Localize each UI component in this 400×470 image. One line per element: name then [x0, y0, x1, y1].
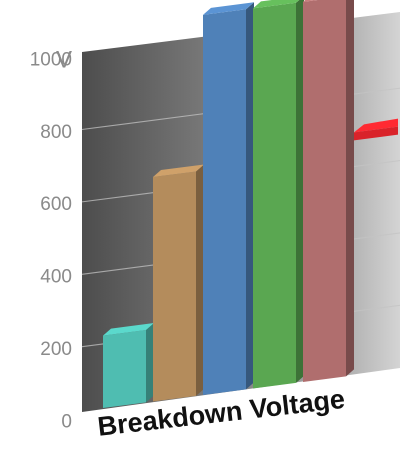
bar-front: [203, 9, 246, 396]
bar-side: [296, 0, 304, 383]
bar: [203, 2, 254, 396]
y-tick-label: 800: [40, 122, 72, 143]
y-tick-label: 400: [40, 267, 72, 288]
bar: [303, 0, 354, 382]
bar-front: [253, 2, 296, 389]
bar-side: [146, 323, 154, 403]
y-tick-label: 1000: [30, 49, 72, 70]
bar: [253, 0, 304, 389]
bar-front: [303, 0, 346, 382]
bar-top: [253, 0, 300, 9]
bar-side: [196, 164, 204, 396]
bar-front: [103, 330, 146, 408]
bar-top: [103, 323, 154, 336]
marker-front: [354, 126, 398, 141]
bar-side: [246, 2, 254, 390]
y-axis-ticks: 0 200 400 600 800 1000: [30, 49, 72, 432]
bar-side: [346, 0, 354, 377]
bar: [153, 164, 204, 402]
bar-top: [303, 0, 318, 2]
y-axis-unit: V: [56, 46, 72, 73]
bar-top: [203, 2, 254, 15]
bar-front: [153, 171, 196, 402]
reference-marker: [354, 118, 398, 141]
bars: [103, 0, 354, 408]
y-tick-label: 0: [61, 411, 72, 432]
y-tick-label: 600: [40, 194, 72, 215]
y-tick-label: 200: [40, 339, 72, 360]
bar: [103, 323, 154, 408]
marker-top: [354, 118, 398, 133]
bar-top: [153, 164, 204, 178]
